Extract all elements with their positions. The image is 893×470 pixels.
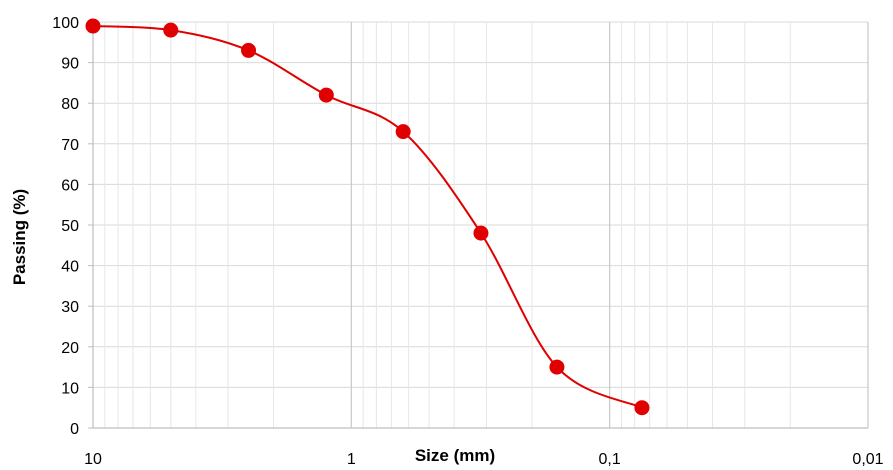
y-tick-label: 10 [61, 380, 79, 397]
grid-lines [93, 21, 869, 428]
data-point [241, 42, 257, 58]
y-tick-label: 90 [61, 56, 79, 73]
y-tick-label: 50 [61, 218, 79, 235]
y-tick-label: 40 [61, 259, 79, 276]
y-tick-label: 0 [70, 421, 79, 438]
y-axis-title: Passing (%) [10, 189, 29, 285]
y-tick-label: 60 [61, 177, 79, 194]
data-point [163, 22, 179, 38]
data-point [318, 87, 334, 103]
series-line [92, 25, 643, 409]
axes [88, 21, 868, 429]
y-tick-labels: 0 10 20 30 40 50 60 70 80 90 100 [52, 15, 79, 438]
x-axis-title: Size (mm) [415, 446, 495, 465]
data-points [85, 18, 650, 416]
x-tick-label: 1 [347, 451, 356, 468]
data-point [549, 359, 565, 375]
y-tick-label: 30 [61, 299, 79, 316]
x-tick-label: 0,01 [852, 451, 883, 468]
x-tick-label: 10 [84, 451, 102, 468]
x-tick-label: 0,1 [599, 451, 621, 468]
data-point [634, 400, 650, 416]
data-point [473, 225, 489, 241]
data-point [395, 124, 411, 140]
y-tick-label: 100 [52, 15, 79, 32]
y-tick-label: 70 [61, 137, 79, 154]
y-tick-label: 20 [61, 340, 79, 357]
data-point [85, 18, 101, 34]
x-tick-labels: 10 1 0,1 0,01 [84, 451, 884, 468]
y-tick-label: 80 [61, 96, 79, 113]
